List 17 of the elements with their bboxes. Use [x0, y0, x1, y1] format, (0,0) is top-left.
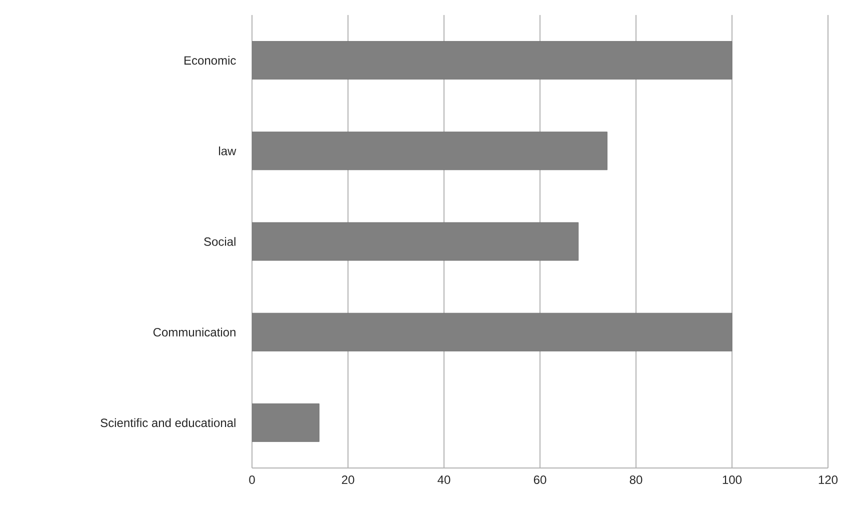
- bar: [252, 403, 320, 442]
- x-tick-label: 80: [630, 476, 642, 484]
- x-tick-label: 60: [534, 476, 546, 484]
- bar: [252, 132, 608, 170]
- y-tick-label: law: [219, 146, 236, 156]
- x-tick-label: 0: [249, 476, 255, 484]
- y-tick-label: Social: [204, 237, 236, 246]
- x-tick-label: 100: [722, 476, 742, 484]
- bar: [252, 222, 579, 261]
- y-tick-label: Scientific and educational: [100, 418, 236, 428]
- x-tick-label: 40: [438, 476, 450, 484]
- bar: [252, 312, 732, 352]
- y-tick-label: Communication: [153, 328, 236, 336]
- x-tick-label: 20: [342, 476, 354, 484]
- x-tick-label: 120: [818, 476, 838, 484]
- y-tick-label: Economic: [184, 56, 236, 65]
- bar: [252, 41, 732, 80]
